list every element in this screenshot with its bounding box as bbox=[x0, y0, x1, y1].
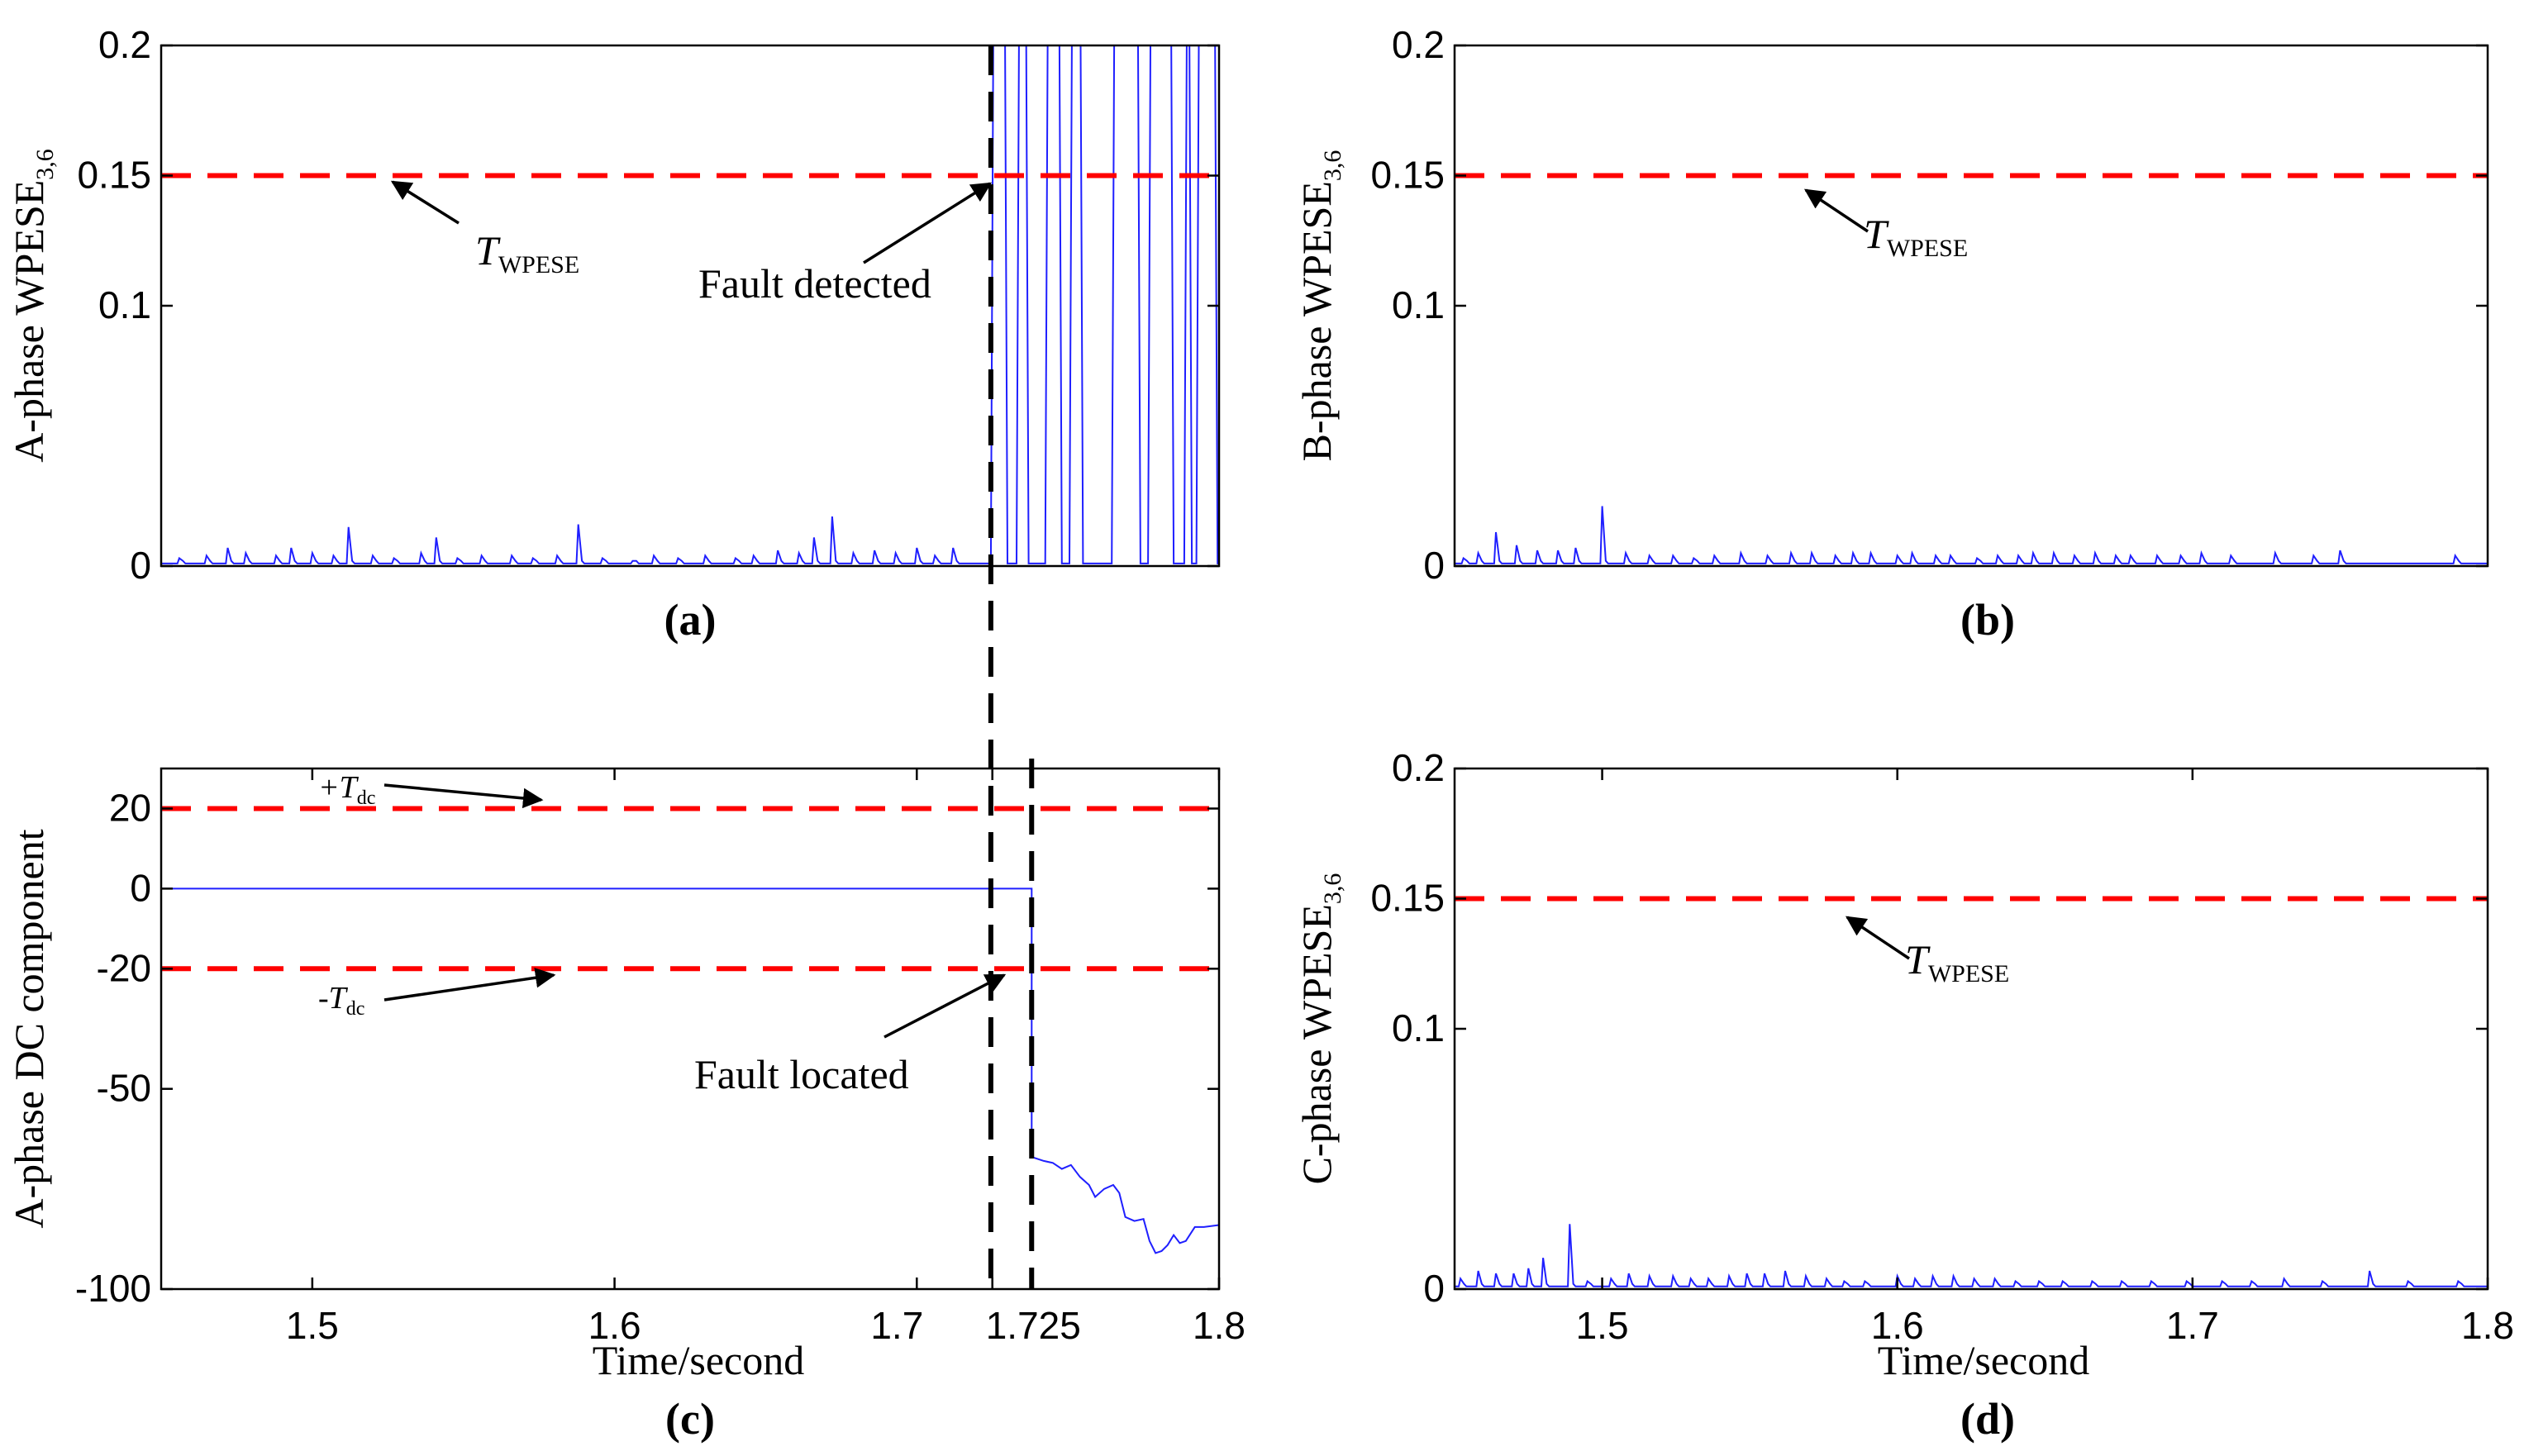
d-ytick-label: 0 bbox=[1423, 1267, 1445, 1310]
c-xtick-label: 1.5 bbox=[286, 1304, 339, 1347]
a-fault-detected-annotation: Fault detected bbox=[698, 260, 931, 307]
c-ytick-label: -50 bbox=[97, 1067, 151, 1110]
panel-c: -100 -50 -20 0 20 1.5 1.6 1.7 1.725 1.8 A-phase D… bbox=[6, 767, 1245, 1444]
a-ticks-layer: 0 0.1 0.15 0.2 bbox=[77, 23, 1219, 587]
c-ticks-layer: -100 -50 -20 0 20 1.5 1.6 1.7 1.725 1.8 bbox=[75, 768, 1245, 1347]
c-series-line bbox=[161, 887, 1220, 1254]
c-xtick-label: 1.6 bbox=[588, 1304, 641, 1347]
b-series-line bbox=[1455, 506, 2488, 564]
d-ytick-label: 0.2 bbox=[1392, 746, 1445, 789]
d-threshold-annotation: TWPESE bbox=[1905, 936, 2009, 987]
c-xtick-label: 1.7 bbox=[870, 1304, 923, 1347]
c-plus-tdc-annotation: +Tdc bbox=[318, 770, 375, 809]
a-ytick-label: 0.1 bbox=[98, 283, 151, 326]
b-threshold-arrow bbox=[1803, 188, 1869, 233]
a-threshold-arrow bbox=[390, 180, 460, 225]
a-panel-label: (a) bbox=[664, 595, 717, 645]
panel-b: 0 0.1 0.15 0.2 B-phase WPESE3,6 (b) TWPESE bbox=[1293, 23, 2489, 645]
c-plus-tdc-arrow bbox=[383, 783, 544, 809]
c-fault-located-annotation: Fault located bbox=[694, 1051, 909, 1097]
d-xtick-label: 1.5 bbox=[1576, 1304, 1629, 1347]
d-ytick-label: 0.15 bbox=[1370, 877, 1445, 920]
a-ylabel: A-phase WPESE3,6 bbox=[6, 149, 59, 463]
b-signal-layer bbox=[1455, 506, 2488, 564]
d-xtick-label: 1.7 bbox=[2166, 1304, 2219, 1347]
b-threshold-annotation: TWPESE bbox=[1864, 211, 1968, 262]
a-ytick-label: 0.15 bbox=[77, 154, 151, 197]
a-ytick-label: 0.2 bbox=[98, 23, 151, 66]
d-axes-frame bbox=[1453, 767, 2489, 1291]
c-minus-tdc-annotation: -Tdc bbox=[318, 981, 364, 1020]
c-ytick-label: -20 bbox=[97, 946, 151, 989]
d-ticks-layer: 0 0.1 0.15 0.2 1.5 1.6 1.7 1.8 bbox=[1370, 746, 2514, 1347]
d-xtick-label: 1.8 bbox=[2461, 1304, 2514, 1347]
c-minus-tdc-arrow bbox=[383, 968, 556, 1002]
c-threshold-layer bbox=[161, 806, 1219, 972]
c-ylabel: A-phase DC component bbox=[6, 829, 52, 1228]
d-series-line bbox=[1455, 1224, 2488, 1287]
b-ytick-label: 0 bbox=[1423, 544, 1445, 587]
d-signal-layer bbox=[1455, 1224, 2488, 1287]
fault-marker-layer bbox=[988, 45, 1035, 1289]
d-xlabel: Time/second bbox=[1878, 1337, 2090, 1383]
b-panel-label: (b) bbox=[1960, 595, 2015, 645]
c-panel-label: (c) bbox=[665, 1394, 715, 1444]
panel-d: 0 0.1 0.15 0.2 1.5 1.6 1.7 1.8 C-phase WPESE3,6… bbox=[1293, 746, 2514, 1444]
c-ytick-label: 20 bbox=[109, 786, 151, 829]
b-ytick-label: 0.15 bbox=[1370, 154, 1445, 197]
c-ytick-label: -100 bbox=[75, 1267, 151, 1310]
a-series-line bbox=[161, 45, 1219, 564]
b-ytick-label: 0.1 bbox=[1392, 283, 1445, 326]
c-axes-frame bbox=[160, 767, 1221, 1291]
c-xtick-label: 1.725 bbox=[986, 1304, 1081, 1347]
c-ytick-label: 0 bbox=[130, 866, 151, 909]
d-ylabel: C-phase WPESE3,6 bbox=[1293, 873, 1346, 1185]
a-threshold-annotation: TWPESE bbox=[475, 227, 579, 278]
panel-a: 00.10.150.2 A-phase WPESE3,6 (a) TWPESE … bbox=[6, 23, 1221, 645]
a-fault-detected-arrow bbox=[863, 182, 993, 264]
d-xtick-label: 1.6 bbox=[1871, 1304, 1924, 1347]
a-ytick-label: 0 bbox=[130, 544, 151, 587]
d-panel-label: (d) bbox=[1960, 1394, 2015, 1444]
c-signal-layer bbox=[161, 887, 1220, 1254]
c-fault-located-arrow bbox=[883, 973, 1007, 1039]
d-threshold-arrow bbox=[1845, 916, 1910, 960]
b-axes-frame bbox=[1453, 44, 2489, 568]
c-xtick-label: 1.8 bbox=[1193, 1304, 1245, 1347]
b-ytick-label: 0.2 bbox=[1392, 23, 1445, 66]
b-ticks-layer: 0 0.1 0.15 0.2 bbox=[1370, 23, 2488, 587]
d-ytick-label: 0.1 bbox=[1392, 1006, 1445, 1049]
b-ylabel: B-phase WPESE3,6 bbox=[1293, 150, 1346, 462]
c-xlabel: Time/second bbox=[593, 1337, 805, 1383]
a-signal-layer bbox=[161, 45, 1219, 564]
